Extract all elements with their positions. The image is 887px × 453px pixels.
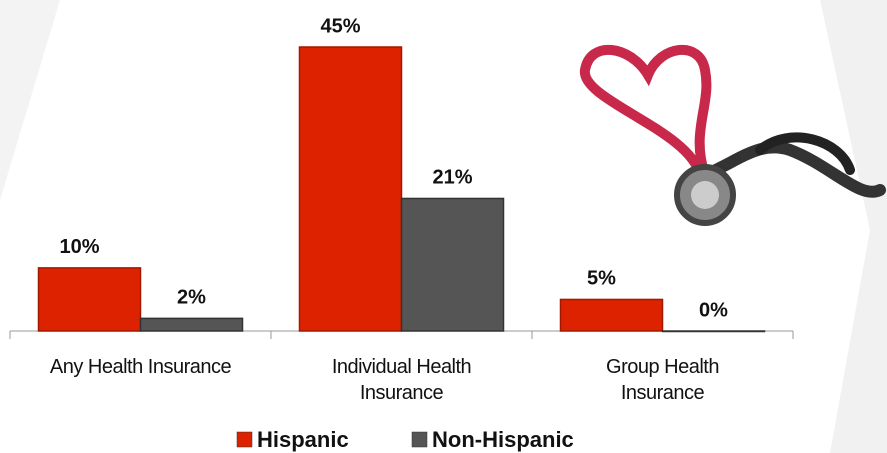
legend-swatch <box>412 432 427 447</box>
bar <box>141 318 243 331</box>
value-label: 45% <box>320 15 360 37</box>
background-shape <box>0 0 60 200</box>
value-label: 2% <box>177 287 206 309</box>
background-shape <box>820 0 887 453</box>
legend-label: Non-Hispanic <box>432 427 574 452</box>
bar <box>300 47 402 331</box>
page: {"chart_data": {"type": "bar", "categori… <box>0 0 887 453</box>
bar <box>402 198 504 331</box>
bar <box>561 299 663 331</box>
legend-label: Hispanic <box>257 427 349 452</box>
stethoscope-illustration <box>585 50 880 223</box>
value-label: 5% <box>587 268 616 290</box>
value-label: 0% <box>699 299 728 321</box>
x-tick-label: Group Health Insurance <box>563 354 763 406</box>
bar <box>663 331 765 332</box>
legend-swatch <box>237 432 252 447</box>
value-label: 10% <box>59 236 99 258</box>
value-label: 21% <box>432 167 472 189</box>
x-tick-label: Individual Health Insurance <box>302 354 502 406</box>
bar <box>39 268 141 331</box>
x-tick-label: Any Health Insurance <box>41 354 241 380</box>
